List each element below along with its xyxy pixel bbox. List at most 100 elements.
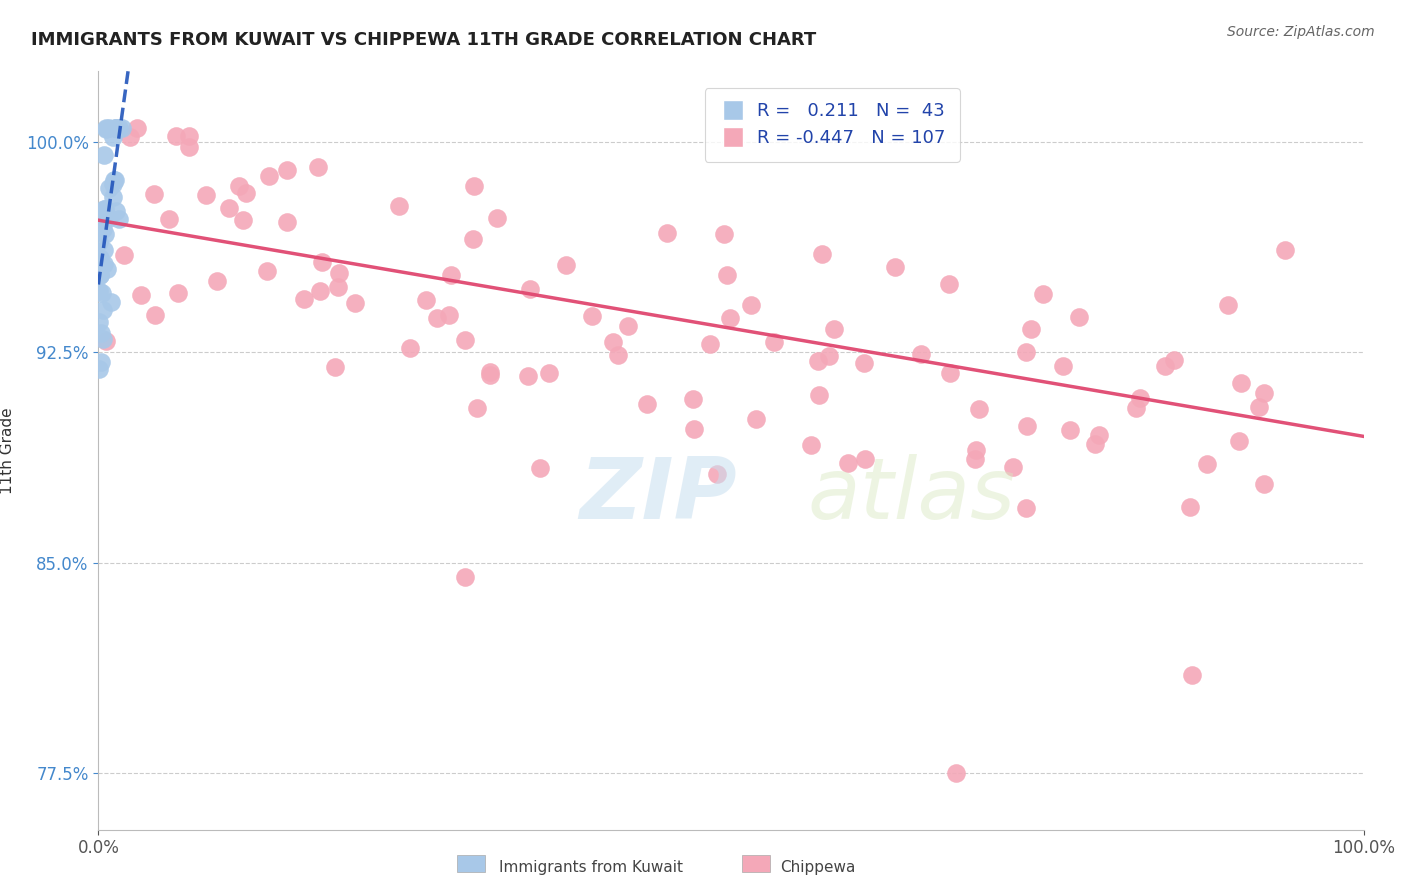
Point — [852, 356, 875, 370]
Point — [91, 302, 114, 317]
Point — [1253, 477, 1275, 491]
Point — [682, 392, 704, 406]
Point — [463, 179, 485, 194]
Point — [97, 180, 120, 194]
Point — [328, 266, 350, 280]
Point — [104, 120, 127, 135]
Point — [853, 452, 876, 467]
Point — [87, 284, 110, 298]
Point — [87, 235, 110, 249]
Point — [1014, 501, 1036, 516]
Point — [636, 396, 658, 410]
Point — [965, 443, 987, 458]
Point — [1227, 434, 1250, 448]
Point — [1015, 419, 1038, 434]
Point — [100, 294, 122, 309]
Point — [166, 285, 188, 300]
Point — [740, 298, 762, 312]
Point — [1129, 391, 1152, 405]
Point — [1249, 401, 1271, 415]
Point — [96, 262, 118, 277]
Point — [343, 296, 366, 310]
Point — [1230, 376, 1253, 390]
Point — [837, 456, 859, 470]
Point — [1084, 437, 1107, 451]
Point — [884, 260, 907, 275]
Point — [810, 247, 832, 261]
Legend: R =   0.211   N =  43, R = -0.447   N = 107: R = 0.211 N = 43, R = -0.447 N = 107 — [704, 88, 960, 161]
Point — [91, 332, 114, 346]
Point — [145, 308, 167, 322]
Point — [1216, 298, 1239, 312]
Text: ZIP: ZIP — [579, 454, 737, 538]
Point — [945, 766, 967, 780]
Point — [683, 422, 706, 436]
Point — [716, 268, 738, 283]
Text: IMMIGRANTS FROM KUWAIT VS CHIPPEWA 11TH GRADE CORRELATION CHART: IMMIGRANTS FROM KUWAIT VS CHIPPEWA 11TH … — [31, 31, 815, 49]
Point — [90, 326, 112, 341]
Point — [807, 353, 830, 368]
Point — [439, 268, 461, 283]
Point — [1125, 401, 1147, 415]
Point — [94, 227, 117, 242]
Point — [96, 334, 118, 348]
Point — [463, 232, 485, 246]
Point — [129, 287, 152, 301]
Point — [607, 348, 630, 362]
Y-axis label: 11th Grade: 11th Grade — [0, 407, 14, 494]
Point — [517, 369, 540, 384]
Point — [323, 359, 346, 374]
Point — [967, 401, 990, 416]
Point — [1052, 359, 1074, 374]
Point — [1253, 385, 1275, 400]
Text: Chippewa: Chippewa — [780, 861, 856, 875]
Point — [426, 310, 449, 325]
Point — [93, 244, 115, 258]
Text: Source: ZipAtlas.com: Source: ZipAtlas.com — [1227, 25, 1375, 39]
Point — [939, 366, 962, 380]
Point — [89, 251, 111, 265]
Point — [486, 211, 509, 226]
Point — [165, 129, 187, 144]
Point — [87, 362, 110, 376]
Point — [228, 178, 250, 193]
Point — [256, 263, 278, 277]
Point — [1178, 500, 1201, 515]
Point — [555, 258, 578, 272]
Point — [388, 199, 411, 213]
Text: Immigrants from Kuwait: Immigrants from Kuwait — [499, 861, 683, 875]
Point — [699, 337, 721, 351]
Point — [89, 268, 111, 283]
Point — [439, 308, 461, 322]
Point — [617, 319, 640, 334]
Point — [1067, 310, 1090, 325]
Point — [479, 365, 502, 379]
Point — [581, 309, 603, 323]
Point — [93, 212, 115, 227]
Point — [104, 204, 127, 219]
Point — [965, 452, 987, 467]
Point — [235, 186, 257, 201]
Point — [1274, 243, 1296, 257]
Point — [94, 122, 117, 136]
Point — [454, 570, 477, 584]
Point — [87, 315, 110, 329]
Point — [108, 212, 131, 227]
Point — [90, 355, 112, 369]
Point — [276, 215, 298, 229]
Point — [1019, 322, 1042, 336]
Point — [90, 208, 112, 222]
Point — [762, 334, 785, 349]
Point — [655, 227, 678, 241]
Point — [1088, 427, 1111, 442]
Point — [93, 147, 115, 161]
Point — [105, 120, 128, 135]
Point — [1032, 286, 1054, 301]
Point — [90, 208, 112, 222]
Point — [823, 322, 845, 336]
Point — [800, 437, 823, 451]
Point — [93, 202, 115, 216]
Point — [745, 412, 768, 426]
Point — [91, 206, 114, 220]
Point — [713, 227, 735, 242]
